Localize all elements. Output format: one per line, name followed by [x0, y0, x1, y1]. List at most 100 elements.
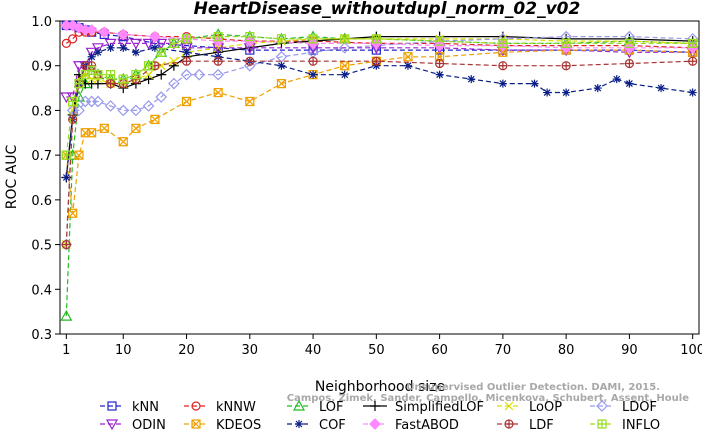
data-point [130, 104, 142, 117]
data-point [62, 173, 71, 182]
data-point [143, 74, 154, 85]
data-point [106, 70, 116, 80]
legend-item-cof: COF [287, 418, 346, 433]
x-axis: 1 10 20 30 40 50 60 70 80 90 100 [62, 334, 702, 358]
data-point [435, 52, 445, 62]
legend-item-odin: ODIN [100, 418, 166, 433]
series-line [65, 33, 693, 317]
legend-item-lof: LOF [287, 399, 344, 415]
data-point [467, 75, 476, 84]
data-point [295, 420, 303, 428]
data-point [61, 239, 71, 250]
data-point [117, 104, 130, 117]
data-point [309, 70, 318, 79]
data-point [107, 401, 117, 411]
data-point [106, 79, 116, 89]
series-line [65, 35, 693, 156]
chart-title: HeartDisease_withoutdupl_norm_02_v02 [194, 0, 581, 19]
y-tick-label: 0.4 [31, 283, 52, 298]
data-point [435, 70, 444, 79]
data-point [370, 401, 380, 411]
data-point [105, 419, 119, 431]
data-point [498, 61, 508, 71]
data-point [98, 26, 111, 39]
data-point [129, 38, 142, 50]
data-point [245, 32, 255, 42]
legend-label: SimplifiedLOF [395, 400, 484, 415]
x-tick-label: 30 [242, 343, 259, 358]
legend-label: kNNW [216, 400, 256, 415]
data-point [530, 79, 539, 88]
series-layer [60, 19, 699, 321]
data-point [561, 38, 571, 48]
series-line [65, 60, 693, 245]
data-point [371, 34, 381, 44]
legend-label: LoOP [529, 400, 562, 415]
data-point [93, 70, 103, 80]
x-tick-label: 90 [621, 343, 638, 358]
data-point [371, 56, 381, 66]
data-point [593, 84, 602, 93]
x-tick-label: 80 [558, 343, 575, 358]
data-point [180, 68, 193, 81]
data-point [562, 88, 571, 97]
x-tick-label: 10 [115, 343, 132, 358]
data-point [74, 150, 84, 160]
data-point [61, 38, 71, 48]
legend-item-kdeos: KDEOS [184, 418, 261, 433]
data-point [104, 100, 117, 112]
legend-item-inflo: INFLO [590, 418, 660, 433]
data-point [276, 34, 287, 44]
legend-item-knn: kNN [100, 400, 159, 415]
data-point [73, 104, 85, 117]
x-tick-label: 70 [495, 343, 512, 358]
data-point [150, 43, 159, 52]
data-point [191, 401, 201, 411]
data-point [212, 68, 225, 81]
data-point [624, 38, 635, 48]
legend-label: FastABOD [395, 418, 459, 433]
legend-item-ldof: LDOF [590, 400, 657, 415]
data-point [245, 56, 255, 66]
data-point [543, 88, 552, 97]
data-point [92, 95, 104, 108]
data-point [213, 32, 223, 42]
data-point [106, 43, 115, 52]
data-point [118, 137, 128, 147]
data-point [504, 419, 514, 429]
legend-label: LDF [529, 418, 554, 433]
x-tick-label: 40 [305, 343, 322, 358]
watermark-line-2: Unsupervised Outlier Detection. DAMI, 20… [406, 382, 660, 393]
data-point [403, 61, 412, 70]
series-line [65, 49, 693, 214]
data-point [369, 418, 381, 430]
series-line [65, 35, 693, 245]
y-tick-label: 0.8 [31, 104, 52, 119]
watermark-line-1: Campos, Zimek, Sander, Campello, Micenko… [287, 393, 689, 404]
y-axis: 0.3 0.4 0.5 0.6 0.7 0.8 0.9 1.0 [31, 15, 60, 343]
data-point [142, 38, 155, 50]
data-point [74, 79, 84, 89]
data-point [117, 28, 130, 41]
data-point [156, 69, 167, 80]
data-point [149, 30, 161, 43]
data-point [193, 68, 206, 81]
x-tick-label: 50 [368, 343, 385, 358]
data-point [277, 61, 286, 70]
data-point [169, 38, 179, 48]
data-point [308, 34, 318, 44]
data-point [99, 123, 109, 133]
data-point [119, 43, 128, 52]
data-point [168, 60, 179, 71]
legend-item-ldf: LDF [497, 418, 554, 433]
legend-item-loop: LoOP [497, 400, 562, 415]
data-point [150, 114, 160, 124]
data-point [597, 419, 607, 429]
series-line [66, 42, 693, 98]
series-loop [61, 34, 698, 249]
x-axis-label: Neighborhood size [315, 379, 445, 395]
y-tick-label: 1.0 [31, 15, 52, 30]
data-point [688, 38, 698, 48]
y-tick-label: 0.6 [31, 194, 52, 209]
data-point [245, 96, 255, 107]
